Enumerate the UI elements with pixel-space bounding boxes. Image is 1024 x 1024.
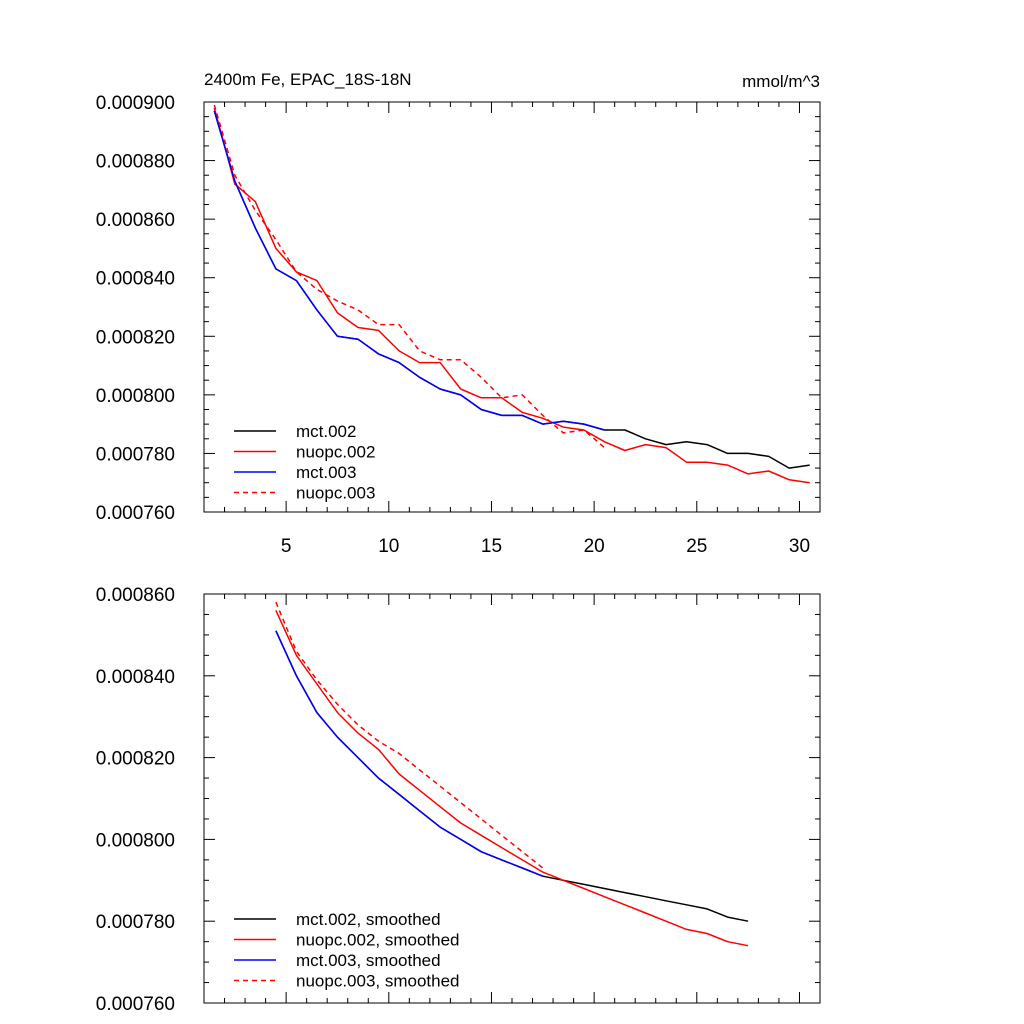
x-tick-label: 10 (378, 536, 399, 557)
legend-label: mct.002, smoothed (296, 910, 441, 929)
y-tick-label: 0.000820 (96, 749, 175, 770)
x-tick-label: 30 (789, 536, 810, 557)
y-tick-label: 0.000760 (96, 994, 175, 1015)
y-tick-label: 0.000800 (96, 830, 175, 851)
legend-label: mct.003 (296, 463, 356, 482)
x-tick-label: 20 (584, 536, 605, 557)
y-tick-label: 0.000780 (96, 444, 175, 465)
legend-label: nuopc.003 (296, 484, 375, 503)
series-line-nuopc-003-smoothed (275, 601, 544, 869)
series-line-nuopc-002 (213, 107, 810, 484)
series-line-nuopc-003 (213, 104, 605, 449)
y-tick-label: 0.000800 (96, 386, 175, 407)
legend-label: nuopc.003, smoothed (296, 972, 460, 991)
y-tick-label: 0.000760 (96, 503, 175, 524)
legend-label: mct.002 (296, 422, 356, 441)
top-panel-units: mmol/m^3 (742, 72, 820, 91)
series-line-mct-002-smoothed (275, 630, 749, 922)
x-tick-label: 25 (686, 536, 707, 557)
top-panel: 2400m Fe, EPAC_18S-18N mmol/m^3 5 10 15 20 2… (96, 70, 821, 557)
y-tick-label: 0.000820 (96, 327, 175, 348)
legend-label: nuopc.002, smoothed (296, 931, 460, 950)
y-tick-label: 0.000840 (96, 667, 175, 688)
x-tick-label: 5 (281, 536, 292, 557)
series-line-mct-003 (213, 110, 605, 431)
y-tick-label: 0.000860 (96, 585, 175, 606)
series-line-mct-003-smoothed (275, 630, 544, 877)
y-tick-label: 0.000780 (96, 912, 175, 933)
series-line-mct-002 (213, 110, 810, 469)
y-tick-label: 0.000880 (96, 152, 175, 173)
legend-label: mct.003, smoothed (296, 951, 441, 970)
x-tick-label: 15 (481, 536, 502, 557)
legend-label: nuopc.002 (296, 443, 375, 462)
y-tick-label: 0.000860 (96, 210, 175, 231)
series-line-nuopc-002-smoothed (275, 610, 749, 947)
bottom-panel: 0.000760 0.000780 0.000800 0.000820 0.000840… (96, 585, 821, 1015)
top-panel-title: 2400m Fe, EPAC_18S-18N (204, 70, 412, 89)
y-tick-label: 0.000840 (96, 269, 175, 290)
y-tick-label: 0.000900 (96, 93, 175, 114)
